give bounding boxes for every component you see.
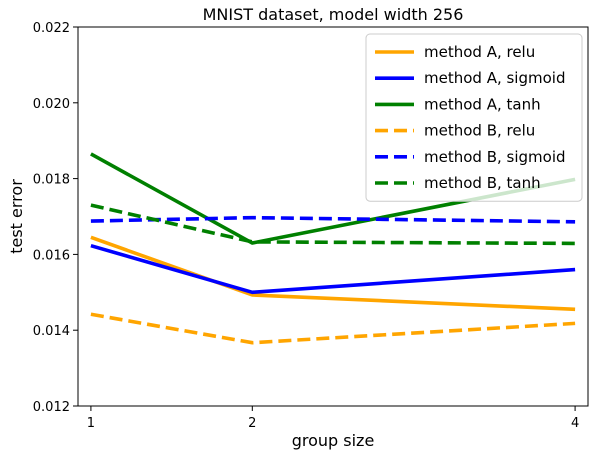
axes: 1 2 4 0.012 0.014 0.016 0.018 0.020 0.022 bbox=[33, 21, 589, 431]
x-tick-label: 1 bbox=[87, 416, 95, 431]
series-line-6 bbox=[90, 203, 576, 246]
y-tick-label: 0.014 bbox=[33, 324, 70, 339]
plot-frame bbox=[77, 26, 589, 407]
y-tick-label: 0.018 bbox=[33, 173, 70, 188]
legend-label: method A, relu bbox=[424, 43, 535, 61]
series-line-2 bbox=[90, 243, 576, 295]
legend-label: method A, sigmoid bbox=[424, 69, 565, 87]
x-tick-label: 4 bbox=[571, 416, 579, 431]
y-tick-label: 0.020 bbox=[33, 97, 70, 112]
x-axis-label: group size bbox=[292, 431, 375, 450]
legend-label: method B, tanh bbox=[424, 174, 541, 192]
legend-label: method A, tanh bbox=[424, 95, 541, 113]
y-tick-label: 0.016 bbox=[33, 248, 70, 263]
series-lines bbox=[90, 152, 576, 345]
y-axis-label: test error bbox=[7, 179, 26, 254]
series-line-1 bbox=[90, 235, 576, 312]
legend-label: method B, relu bbox=[424, 122, 535, 140]
legend-label: method B, sigmoid bbox=[424, 148, 566, 166]
series-line-5 bbox=[90, 215, 576, 224]
y-tick-label: 0.022 bbox=[33, 21, 70, 36]
x-tick-label: 2 bbox=[248, 416, 256, 431]
series-line-4 bbox=[90, 312, 576, 345]
y-tick-label: 0.012 bbox=[33, 400, 70, 415]
chart-title: MNIST dataset, model width 256 bbox=[203, 5, 464, 24]
legend: method A, relu method A, sigmoid method A,… bbox=[365, 33, 583, 202]
legend-box bbox=[365, 33, 583, 202]
